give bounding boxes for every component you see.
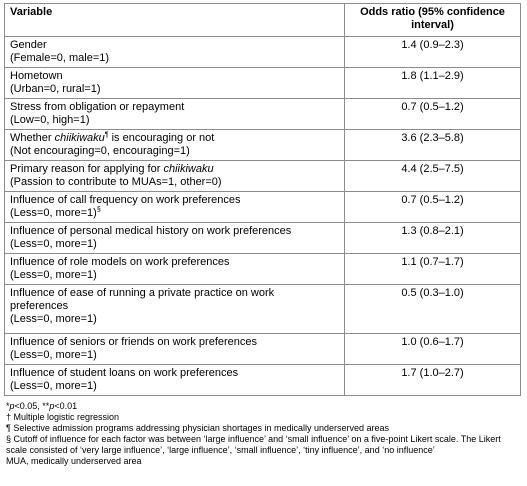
footnote: § Cutoff of influence for each factor wa… <box>6 434 501 455</box>
odds-ratio: 1.3 (0.8–2.1) <box>344 222 521 254</box>
row: Influence of seniors or friends on work … <box>4 333 521 365</box>
variable-coding: (Passion to contribute to MUAs=1, other=… <box>10 176 222 188</box>
variable-text: Influence of ease of running a private p… <box>10 287 275 312</box>
variable-cell: Primary reason for applying for chiikiwa… <box>4 160 345 192</box>
variable-italic: chiikiwaku <box>54 132 105 144</box>
odds-ratio: 1.1 (0.7–1.7) <box>344 253 521 285</box>
variable-coding: (Female=0, male=1) <box>10 52 110 64</box>
variable-cell: Influence of personal medical history on… <box>4 222 345 254</box>
row: Influence of call frequency on work pref… <box>4 191 521 223</box>
row: Influence of personal medical history on… <box>4 222 521 254</box>
footnote-text: <0.01 <box>54 401 78 411</box>
variable-cell: Stress from obligation or repayment (Low=… <box>4 98 345 130</box>
variable-text: Influence of student loans on work prefe… <box>10 367 239 379</box>
row: Gender (Female=0, male=1) 1.4 (0.9–2.3) <box>4 36 521 68</box>
odds-ratio: 4.4 (2.5–7.5) <box>344 160 521 192</box>
odds-ratio: 0.5 (0.3–1.0) <box>344 284 521 334</box>
row: Whether chiikiwaku¶ is encouraging or no… <box>4 129 521 161</box>
row: Influence of role models on work prefere… <box>4 253 521 285</box>
variable-cell: Whether chiikiwaku¶ is encouraging or no… <box>4 129 345 161</box>
odds-ratio: 0.7 (0.5–1.2) <box>344 191 521 223</box>
variable-text: Hometown <box>10 70 63 82</box>
footnote-text: <0.05, ** <box>14 401 50 411</box>
variable-text: Stress from obligation or repayment <box>10 101 185 113</box>
variable-text: Whether <box>10 132 55 144</box>
footnote: MUA, medically underserved area <box>6 456 142 466</box>
footnote-italic: p <box>49 401 55 411</box>
variable-cell: Influence of seniors or friends on work … <box>4 333 345 365</box>
odds-ratio: 3.6 (2.3–5.8) <box>344 129 521 161</box>
variable-coding: (Less=0, more=1) <box>10 349 97 361</box>
variable-text: Gender <box>10 39 47 51</box>
odds-ratio: 0.7 (0.5–1.2) <box>344 98 521 130</box>
row: Influence of student loans on work prefe… <box>4 364 521 396</box>
header-cell: Variable <box>4 3 345 37</box>
variable-coding: (Less=0, more=1) <box>10 380 97 392</box>
variable-cell: Influence of ease of running a private p… <box>4 284 345 334</box>
footnote-mark: ¶ <box>104 131 109 139</box>
variable-text: Influence of role models on work prefere… <box>10 256 230 268</box>
page: Variable Odds ratio (95% confidence inte… <box>4 3 521 467</box>
variable-text: Influence of personal medical history on… <box>10 225 292 237</box>
variable-cell: Influence of role models on work prefere… <box>4 253 345 285</box>
variable-coding: (Not encouraging=0, encouraging=1) <box>10 145 190 157</box>
footnote-mark: § <box>96 206 101 214</box>
footnote: † Multiple logistic regression <box>6 412 120 422</box>
variable-text: Primary reason for applying for <box>10 163 164 175</box>
odds-ratio: 1.0 (0.6–1.7) <box>344 333 521 365</box>
row: Stress from obligation or repayment (Low=… <box>4 98 521 130</box>
header-cell: Odds ratio (95% confidence interval) <box>344 3 521 37</box>
footnote: *p<0.05, **p<0.01 <box>6 401 521 412</box>
variable-cell: Gender (Female=0, male=1) <box>4 36 345 68</box>
variable-text: Influence of call frequency on work pref… <box>10 194 241 206</box>
odds-ratio: 1.4 (0.9–2.3) <box>344 36 521 68</box>
footnote-italic: p <box>9 401 15 411</box>
variable-text: is encouraging or not <box>108 132 215 144</box>
odds-table: Variable Odds ratio (95% confidence inte… <box>4 3 521 396</box>
footnote-text: * <box>6 401 10 411</box>
variable-coding: (Urban=0, rural=1) <box>10 83 101 95</box>
variable-coding: (Less=0, more=1) <box>10 313 97 325</box>
footnotes: *p<0.05, **p<0.01 † Multiple logistic re… <box>4 401 521 467</box>
row: Primary reason for applying for chiikiwa… <box>4 160 521 192</box>
row: Influence of ease of running a private p… <box>4 284 521 334</box>
variable-coding: (Less=0, more=1) <box>10 207 97 219</box>
variable-italic: chiikiwaku <box>163 163 214 175</box>
row: Hometown (Urban=0, rural=1) 1.8 (1.1–2.9) <box>4 67 521 99</box>
variable-coding: (Less=0, more=1) <box>10 269 97 281</box>
footnote: ¶ Selective admission programs addressin… <box>6 423 390 433</box>
odds-ratio: 1.8 (1.1–2.9) <box>344 67 521 99</box>
variable-coding: (Low=0, high=1) <box>10 114 90 126</box>
odds-ratio: 1.7 (1.0–2.7) <box>344 364 521 396</box>
variable-cell: Influence of student loans on work prefe… <box>4 364 345 396</box>
variable-cell: Hometown (Urban=0, rural=1) <box>4 67 345 99</box>
variable-cell: Influence of call frequency on work pref… <box>4 191 345 223</box>
variable-coding: (Less=0, more=1) <box>10 238 97 250</box>
variable-text: Influence of seniors or friends on work … <box>10 336 258 348</box>
header-row: Variable Odds ratio (95% confidence inte… <box>4 3 521 37</box>
